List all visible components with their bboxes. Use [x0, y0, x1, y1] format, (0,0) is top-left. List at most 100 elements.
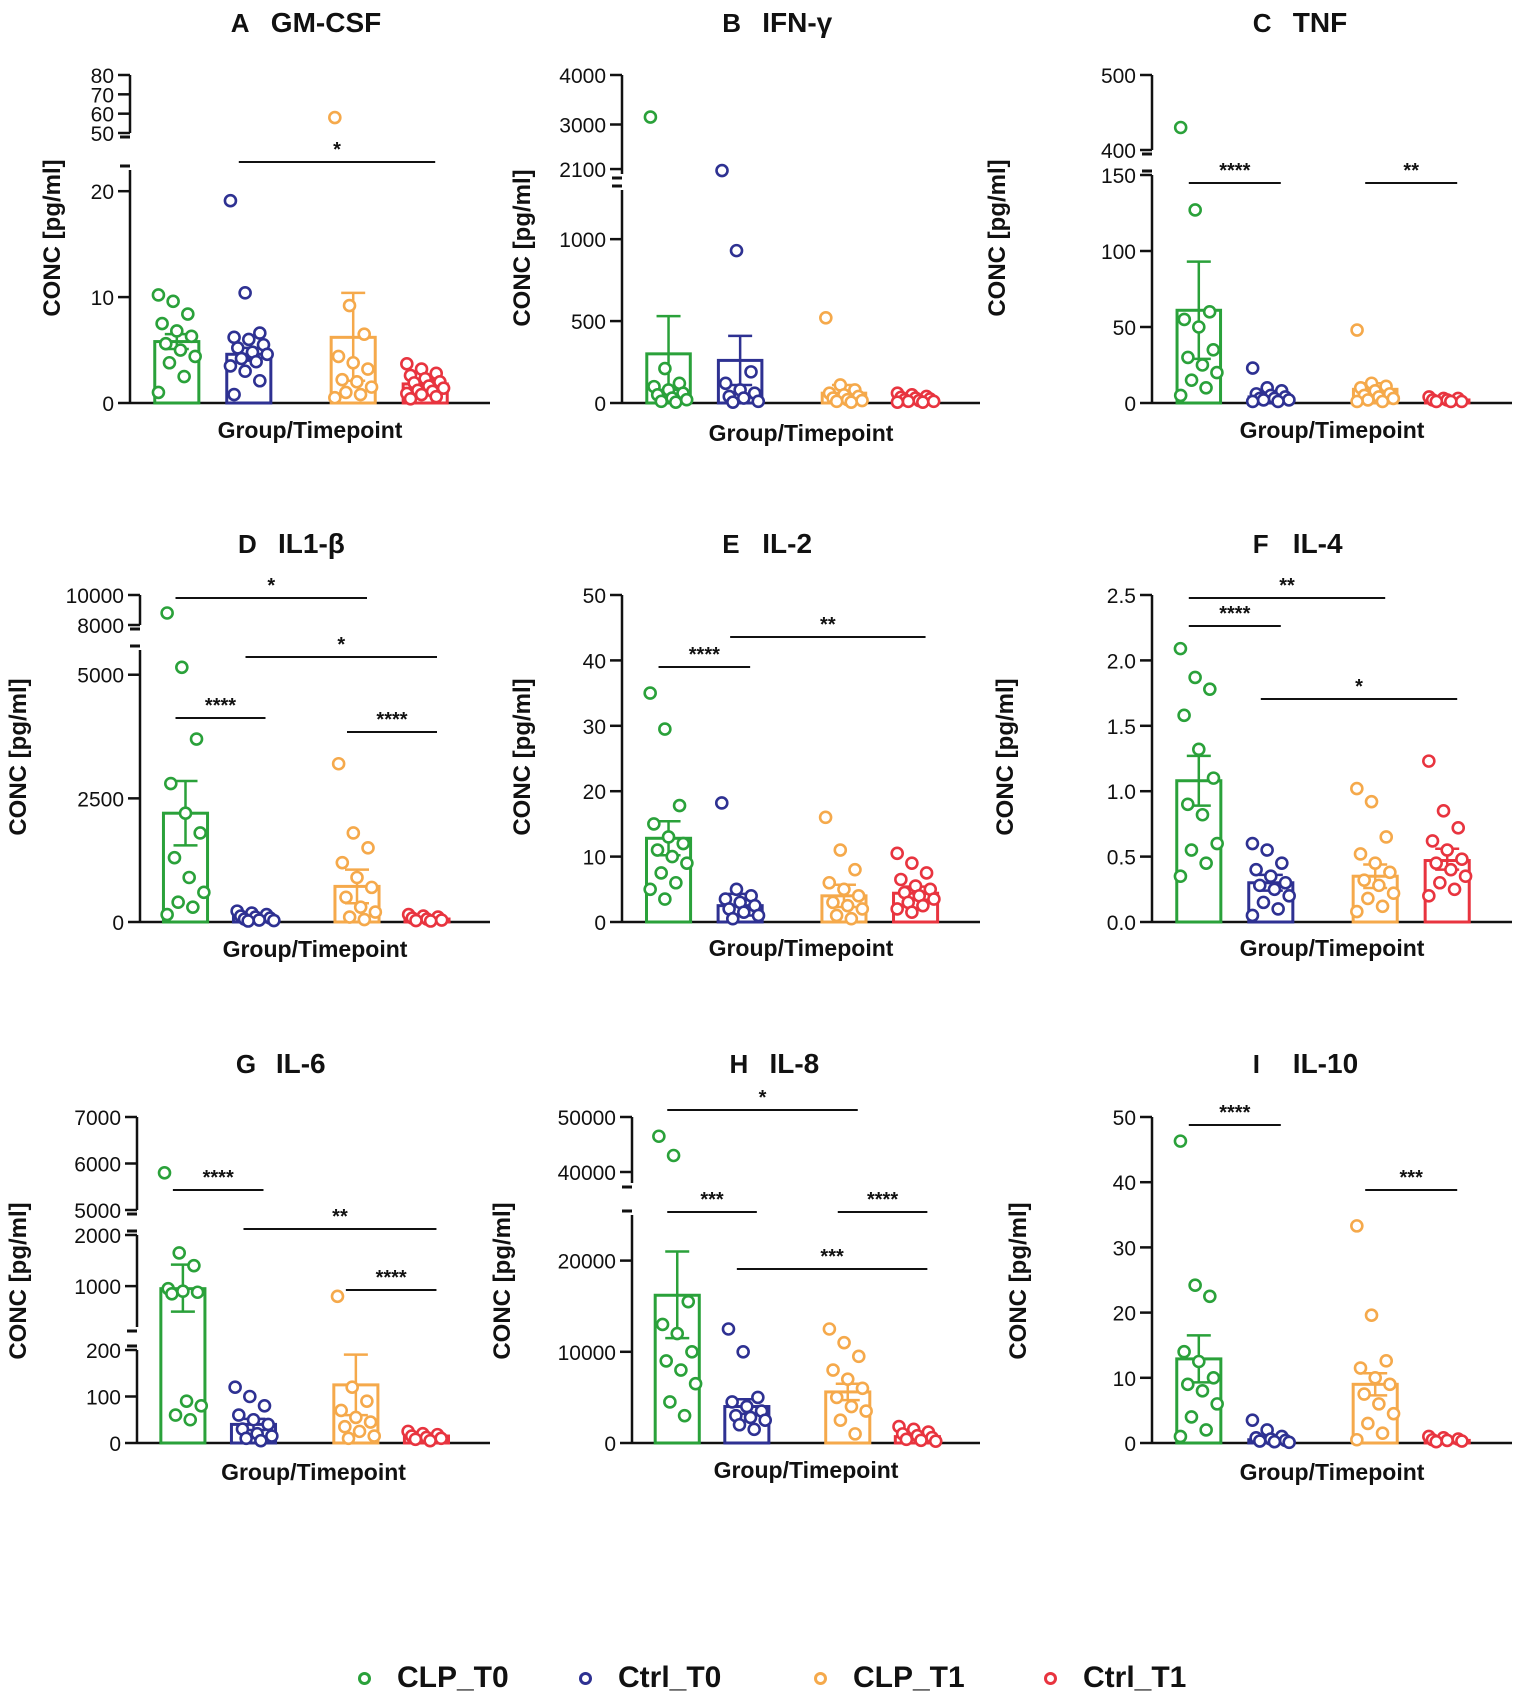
data-point [331, 349, 346, 364]
y-tick-label: 20000 [558, 1251, 616, 1274]
significance-label: **** [203, 1167, 234, 1189]
data-point [331, 756, 346, 771]
data-point [193, 826, 207, 840]
y-tick-label: 40 [583, 650, 606, 673]
data-point [335, 372, 349, 387]
data-point [164, 776, 178, 791]
data-point [890, 846, 904, 861]
data-point [346, 355, 361, 370]
data-point [1195, 1384, 1210, 1398]
data-point [353, 900, 368, 914]
data-point [1256, 895, 1271, 910]
data-point [338, 1419, 352, 1434]
data-point [1282, 1435, 1296, 1450]
data-point [890, 395, 905, 409]
data-point [1444, 862, 1458, 877]
data-point [172, 1246, 187, 1260]
data-point [674, 1363, 688, 1377]
data-point [187, 1258, 201, 1273]
y-tick-label: 30 [1113, 1237, 1136, 1260]
data-point [928, 1434, 943, 1448]
data-point [914, 1433, 928, 1448]
y-tick-label: 10000 [66, 585, 124, 608]
y-tick-label: 4000 [559, 65, 606, 88]
y-axis-label: CONC [pg/ml] [489, 1202, 516, 1359]
data-point [1386, 1406, 1401, 1421]
data-point [1444, 394, 1458, 409]
significance-label: ** [1403, 160, 1419, 182]
data-point [1379, 1354, 1394, 1368]
data-point [654, 866, 668, 880]
data-point [328, 390, 342, 405]
panel-title: IFN-γ [762, 7, 832, 38]
data-point [661, 830, 676, 844]
data-point [1199, 380, 1213, 395]
data-point [658, 361, 672, 376]
data-point [1206, 771, 1221, 785]
significance-label: **** [376, 1267, 407, 1289]
legend: CLP_T0 Ctrl_T0 CLP_T1 Ctrl_T1 [0, 1650, 1536, 1700]
panel-letter: D [238, 529, 257, 559]
data-point [1267, 882, 1282, 897]
data-point [1458, 869, 1473, 884]
data-point [685, 1345, 699, 1359]
data-point [1353, 847, 1368, 861]
data-point [840, 898, 855, 913]
data-point [249, 354, 263, 369]
data-point [1177, 708, 1191, 723]
y-tick-label: 20 [1113, 1303, 1136, 1326]
data-point [688, 1376, 703, 1391]
data-point [1245, 908, 1260, 923]
legend-label-clp-t1: CLP_T1 [853, 1661, 965, 1694]
data-point [1357, 1387, 1371, 1401]
data-point [890, 902, 904, 916]
data-point [1173, 388, 1188, 403]
y-axis-label: CONC [pg/ml] [5, 678, 32, 835]
data-point [1454, 394, 1469, 409]
panel-title: IL-10 [1293, 1048, 1358, 1079]
data-point [1451, 821, 1466, 835]
data-point [1256, 393, 1271, 407]
panel-title: IL-8 [769, 1048, 819, 1079]
data-point [855, 393, 869, 408]
data-point [223, 359, 238, 373]
y-tick-label: 2000 [74, 1225, 121, 1248]
panel-b: B IFN-γ 0 500 1000 2100 3000 4000 Group/Timepoin… [509, 7, 980, 446]
y-tick-label: 6000 [74, 1154, 121, 1177]
data-point [652, 1129, 666, 1144]
data-point [855, 902, 870, 916]
x-axis-label: Group/Timepoint [709, 935, 894, 961]
data-point [1433, 875, 1447, 890]
data-point [1350, 904, 1364, 919]
data-point [253, 373, 267, 388]
panel-title: GM-CSF [271, 7, 381, 38]
data-point [1245, 361, 1260, 375]
data-point [342, 910, 357, 924]
data-point [643, 882, 657, 897]
data-point [848, 862, 862, 877]
data-point [725, 911, 740, 926]
data-point [718, 376, 733, 391]
data-point [173, 343, 188, 357]
panel-title: IL-2 [762, 528, 812, 559]
y-tick-label: 1.0 [1107, 781, 1136, 804]
data-point [670, 1326, 685, 1341]
y-tick-label: 30 [583, 716, 606, 739]
y-tick-label: 500 [571, 311, 606, 334]
data-point [747, 1422, 761, 1437]
data-point [658, 722, 672, 736]
x-axis-label: Group/Timepoint [221, 1459, 406, 1485]
significance-label: * [759, 1087, 767, 1109]
data-point [1206, 1371, 1221, 1385]
y-tick-label: 10 [1113, 1368, 1136, 1391]
data-point [681, 1294, 696, 1309]
x-axis-label: Group/Timepoint [1240, 417, 1425, 443]
data-point [1184, 843, 1199, 857]
data-point [1361, 1416, 1375, 1431]
data-point [155, 316, 169, 331]
data-point [751, 1390, 765, 1405]
y-tick-label: 80 [91, 65, 114, 88]
data-point [350, 375, 364, 389]
data-point [1184, 373, 1199, 388]
